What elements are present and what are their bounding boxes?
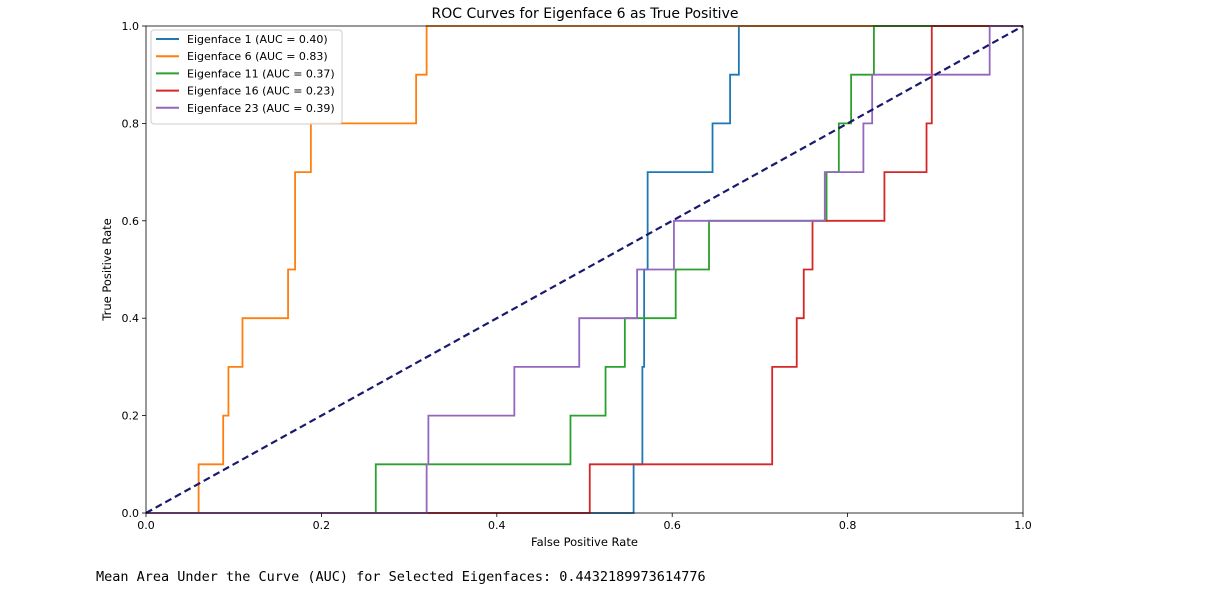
- y-axis-label: True Positive Rate: [100, 218, 114, 321]
- series-line-3: [146, 25, 1023, 514]
- series-line-5: [146, 25, 1023, 514]
- plot-frame: [145, 25, 1024, 514]
- y-axis: 0.0 0.2 0.4 0.6 0.8 1.0: [122, 20, 146, 520]
- legend-entry: Eigenface 16 (AUC = 0.23): [187, 85, 335, 98]
- series-line-2: [146, 25, 1023, 514]
- y-tick-label: 0.6: [122, 215, 140, 228]
- x-tick-label: 0.8: [839, 519, 857, 532]
- legend-entry: Eigenface 23 (AUC = 0.39): [187, 102, 335, 115]
- y-tick-label: 0.4: [122, 312, 140, 325]
- mean-auc-output: Mean Area Under the Curve (AUC) for Sele…: [96, 569, 706, 585]
- y-tick-label: 0.2: [122, 410, 140, 423]
- legend-entry: Eigenface 1 (AUC = 0.40): [187, 33, 328, 46]
- chart-title: ROC Curves for Eigenface 6 as True Posit…: [432, 6, 739, 22]
- x-tick-label: 0.4: [488, 519, 506, 532]
- y-tick-label: 1.0: [122, 20, 140, 33]
- x-tick-label: 0.6: [663, 519, 681, 532]
- legend-entry: Eigenface 6 (AUC = 0.83): [187, 50, 328, 63]
- y-tick-label: 0.0: [122, 507, 140, 520]
- legend-entry: Eigenface 11 (AUC = 0.37): [187, 67, 335, 80]
- x-axis-label: False Positive Rate: [531, 535, 638, 549]
- series-line-4: [146, 25, 1023, 514]
- x-tick-label: 0.0: [137, 519, 155, 532]
- x-axis: 0.0 0.2 0.4 0.6 0.8 1.0: [137, 513, 1032, 532]
- diagonal-reference-line: [145, 25, 1024, 514]
- y-tick-label: 0.8: [122, 117, 140, 130]
- legend: Eigenface 1 (AUC = 0.40) Eigenface 6 (AUC…: [150, 29, 343, 125]
- legend-box: [150, 29, 343, 125]
- x-tick-label: 0.2: [313, 519, 331, 532]
- series-layer: [145, 25, 1024, 514]
- x-tick-label: 1.0: [1014, 519, 1032, 532]
